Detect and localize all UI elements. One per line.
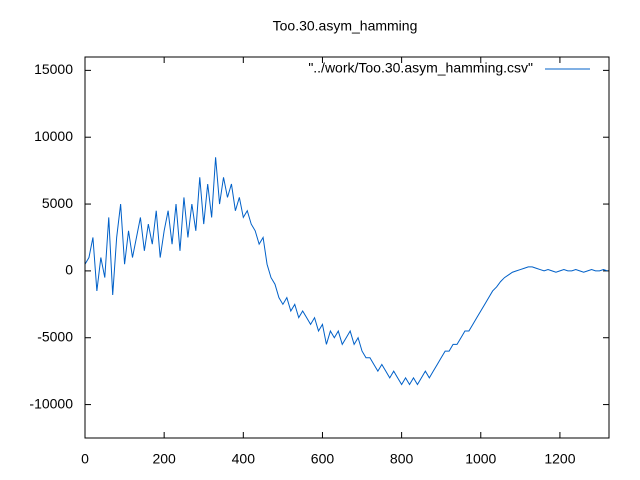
x-tick-label: 800 xyxy=(390,451,414,467)
x-tick-label: 200 xyxy=(152,451,176,467)
data-line xyxy=(84,157,608,386)
y-tick-label: 15000 xyxy=(34,61,73,77)
x-tick-label: 1200 xyxy=(544,451,575,467)
legend-label: "../work/Too.30.asym_hamming.csv" xyxy=(308,60,533,76)
y-tick-label: -5000 xyxy=(37,328,73,344)
x-tick-label: 1000 xyxy=(465,451,496,467)
y-tick-label: 10000 xyxy=(34,128,73,144)
chart-title: Too.30.asym_hamming xyxy=(273,18,418,34)
x-tick-label: 0 xyxy=(81,451,89,467)
y-tick-label: 5000 xyxy=(42,195,73,211)
x-tick-label: 400 xyxy=(232,451,256,467)
y-tick-label: 0 xyxy=(65,262,73,278)
y-tick-label: -10000 xyxy=(29,395,73,411)
x-tick-label: 600 xyxy=(311,451,335,467)
plot-border xyxy=(84,56,610,439)
